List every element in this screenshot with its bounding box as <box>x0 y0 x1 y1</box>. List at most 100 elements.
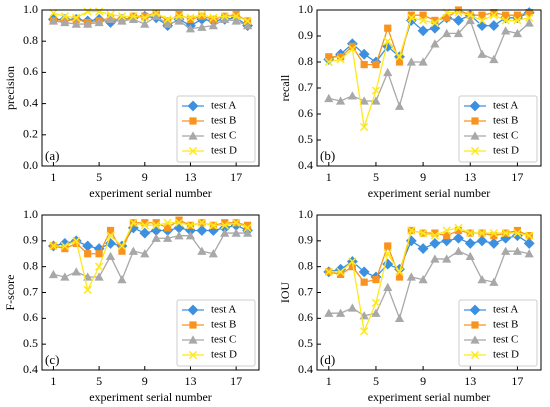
data-point-4-4-9 <box>418 228 428 238</box>
data-point-3-3-13 <box>185 231 196 240</box>
legend-marker-4-4-stroke-b <box>470 350 480 360</box>
data-point-3-3-18 <box>242 228 253 237</box>
data-point-3-2-7 <box>118 247 126 255</box>
data-point-3-4-8-stroke-b <box>129 218 138 227</box>
data-point-3-3-12 <box>174 231 184 240</box>
data-point-1-4-5 <box>94 7 104 16</box>
x-tick-label-4-3: 9 <box>420 374 426 388</box>
data-point-4-3-15 <box>489 277 499 286</box>
data-point-3-4-1-stroke-b <box>49 241 58 251</box>
x-tick-label-1-4: 13 <box>184 170 196 184</box>
data-point-1-3-5 <box>94 17 104 27</box>
data-point-2-4-1-stroke-b <box>324 57 333 67</box>
data-point-2-2-8 <box>407 11 415 19</box>
legend-box-4 <box>458 299 538 367</box>
data-point-2-4-8-stroke-b <box>407 13 416 22</box>
data-point-2-4-7-stroke-b <box>395 52 404 61</box>
data-point-3-3-14 <box>197 246 207 255</box>
data-point-4-4-2-stroke-b <box>336 267 345 276</box>
y-tick-label-1-2: 0.2 <box>23 127 38 141</box>
data-point-4-1-10 <box>429 237 441 249</box>
data-point-4-2-12 <box>454 226 463 235</box>
data-point-2-4-10 <box>430 18 440 28</box>
data-point-4-1-9 <box>417 243 429 255</box>
y-tick-label-3-1: 0.4 <box>23 362 38 376</box>
legend-entry-1-1: test A <box>211 100 236 112</box>
x-tick-label-4-1: 1 <box>326 374 332 388</box>
data-point-2-2-5 <box>372 61 380 69</box>
data-point-4-1-18 <box>523 237 535 249</box>
data-point-3-4-7-stroke-b <box>117 241 127 251</box>
data-point-4-4-1-stroke-b <box>324 267 333 276</box>
data-point-1-4-7 <box>117 12 127 21</box>
data-point-4-4-15-stroke-b <box>489 228 498 238</box>
data-point-2-3-13 <box>465 15 475 25</box>
legend-entry-2-1: test A <box>493 100 518 112</box>
data-point-2-4-15 <box>489 11 498 20</box>
data-point-2-4-15-stroke-b <box>489 11 498 20</box>
data-point-3-4-7 <box>117 241 127 251</box>
legend-marker-2-2 <box>471 117 479 125</box>
x-axis-label-1: experiment serial number <box>89 186 212 200</box>
legend-entry-2-4: test D <box>493 145 519 157</box>
data-point-1-3-18 <box>242 21 253 30</box>
data-point-1-4-11 <box>163 15 172 24</box>
data-point-2-4-18 <box>525 13 534 22</box>
data-point-2-4-4 <box>360 122 369 132</box>
data-point-1-4-15-stroke-b <box>209 13 218 22</box>
data-point-1-4-14-stroke-b <box>197 10 207 19</box>
data-point-3-3-7 <box>117 274 127 284</box>
panel-label-4: (d) <box>320 352 335 367</box>
data-point-3-1-4 <box>82 240 94 252</box>
data-point-2-2-18 <box>525 9 533 17</box>
data-point-1-4-18-stroke-b <box>243 16 252 26</box>
data-point-4-3-5 <box>371 308 381 317</box>
data-point-1-4-6-stroke-b <box>106 10 115 19</box>
data-point-3-3-17 <box>231 228 241 237</box>
legend-entry-4-1: test A <box>493 304 518 316</box>
data-point-4-3-8 <box>406 272 416 281</box>
legend-marker-4-2 <box>471 321 479 329</box>
data-point-3-3-16 <box>220 228 230 237</box>
data-point-3-3-9 <box>140 249 150 258</box>
y-tick-label-1-4: 0.6 <box>23 64 38 78</box>
data-point-2-3-10 <box>430 39 440 48</box>
data-point-2-4-7 <box>395 52 404 61</box>
data-point-4-4-7-stroke-b <box>395 267 404 276</box>
y-tick-label-4-5: 0.8 <box>298 258 313 272</box>
data-point-3-4-1 <box>49 241 58 251</box>
y-tick-label-3-3: 0.6 <box>23 310 38 324</box>
data-point-3-4-17-stroke-b <box>232 218 241 227</box>
data-point-3-4-14-stroke-b <box>197 218 207 227</box>
data-point-1-3-1 <box>48 16 59 25</box>
y-tick-label-3-2: 0.5 <box>23 336 38 350</box>
data-point-2-2-4 <box>360 61 368 69</box>
data-point-3-3-5 <box>94 272 104 281</box>
data-point-4-4-3 <box>348 257 357 266</box>
data-point-1-4-16-stroke-b <box>220 12 229 21</box>
data-point-2-4-13 <box>466 11 475 20</box>
data-point-3-2-9 <box>141 219 149 227</box>
y-tick-label-2-2: 0.5 <box>298 132 313 146</box>
data-point-2-3-6 <box>383 67 393 77</box>
x-tick-label-3-2: 5 <box>96 374 102 388</box>
legend-entry-3-4: test D <box>211 349 237 361</box>
data-point-3-4-11-stroke-b <box>163 218 172 227</box>
data-point-3-4-6 <box>106 231 115 240</box>
data-point-2-4-2 <box>336 55 345 64</box>
data-point-1-3-4 <box>83 19 93 28</box>
data-point-3-2-11 <box>164 224 172 232</box>
data-point-2-4-2-stroke-b <box>336 55 345 64</box>
data-point-1-4-18 <box>243 16 252 26</box>
data-point-3-4-17 <box>232 218 241 227</box>
legend-entry-1-3: test C <box>211 130 236 142</box>
x-axis-label-2: experiment serial number <box>368 186 491 200</box>
x-tick-label-3-4: 13 <box>184 374 196 388</box>
data-point-1-3-11 <box>163 19 173 28</box>
data-point-3-3-6 <box>105 251 116 261</box>
data-point-3-3-3 <box>71 267 81 276</box>
data-point-1-4-8 <box>129 12 138 21</box>
data-point-1-4-9-stroke-b <box>140 13 149 22</box>
data-point-4-4-18 <box>525 231 534 240</box>
